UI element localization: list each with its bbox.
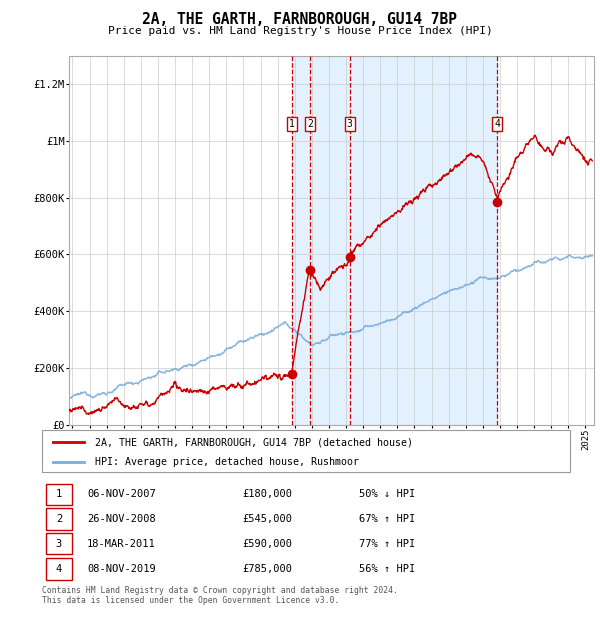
Text: 4: 4 — [494, 119, 500, 129]
Text: 77% ↑ HPI: 77% ↑ HPI — [359, 539, 415, 549]
Bar — [292, 56, 497, 425]
Text: 67% ↑ HPI: 67% ↑ HPI — [359, 514, 415, 524]
Text: 18-MAR-2011: 18-MAR-2011 — [87, 539, 155, 549]
Text: £590,000: £590,000 — [242, 539, 293, 549]
Text: 3: 3 — [56, 539, 62, 549]
FancyBboxPatch shape — [46, 484, 71, 505]
Text: 2A, THE GARTH, FARNBOROUGH, GU14 7BP: 2A, THE GARTH, FARNBOROUGH, GU14 7BP — [143, 12, 458, 27]
FancyBboxPatch shape — [46, 533, 71, 554]
Text: HPI: Average price, detached house, Rushmoor: HPI: Average price, detached house, Rush… — [95, 457, 359, 467]
Text: 1: 1 — [56, 489, 62, 500]
Text: £180,000: £180,000 — [242, 489, 293, 500]
Text: 3: 3 — [347, 119, 353, 129]
Text: £785,000: £785,000 — [242, 564, 293, 574]
Text: 06-NOV-2007: 06-NOV-2007 — [87, 489, 155, 500]
Text: £545,000: £545,000 — [242, 514, 293, 524]
Text: 26-NOV-2008: 26-NOV-2008 — [87, 514, 155, 524]
Text: 2: 2 — [56, 514, 62, 524]
Text: 1: 1 — [289, 119, 295, 129]
Text: 08-NOV-2019: 08-NOV-2019 — [87, 564, 155, 574]
Text: 56% ↑ HPI: 56% ↑ HPI — [359, 564, 415, 574]
Text: 2: 2 — [307, 119, 313, 129]
FancyBboxPatch shape — [46, 508, 71, 529]
FancyBboxPatch shape — [46, 559, 71, 580]
Text: Price paid vs. HM Land Registry's House Price Index (HPI): Price paid vs. HM Land Registry's House … — [107, 26, 493, 36]
Text: Contains HM Land Registry data © Crown copyright and database right 2024.
This d: Contains HM Land Registry data © Crown c… — [42, 586, 398, 605]
Text: 4: 4 — [56, 564, 62, 574]
Text: 2A, THE GARTH, FARNBOROUGH, GU14 7BP (detached house): 2A, THE GARTH, FARNBOROUGH, GU14 7BP (de… — [95, 437, 413, 447]
Text: 50% ↓ HPI: 50% ↓ HPI — [359, 489, 415, 500]
